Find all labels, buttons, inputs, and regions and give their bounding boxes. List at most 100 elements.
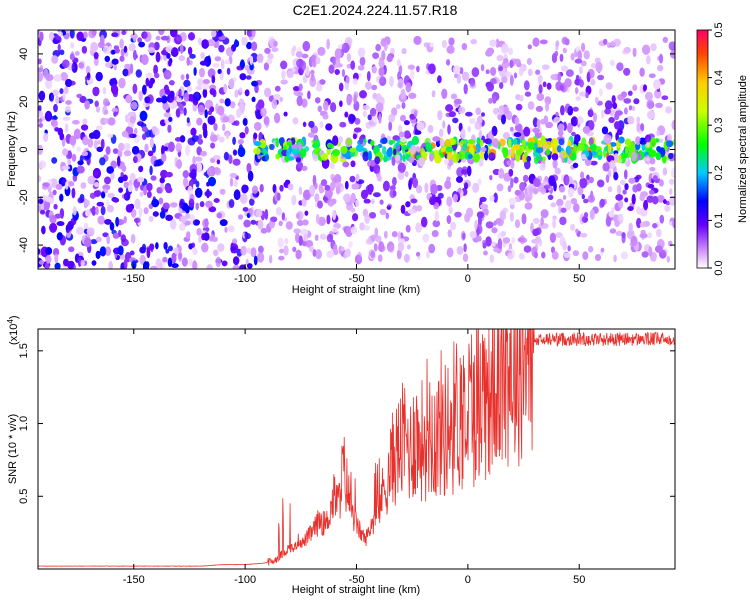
heatmap-cell (648, 73, 656, 78)
heatmap-cell (317, 200, 323, 209)
heatmap-cell (601, 109, 605, 119)
heatmap-cell (326, 38, 330, 50)
heatmap-cell (523, 80, 530, 91)
heatmap-cell (293, 228, 302, 234)
heatmap-cell (132, 83, 138, 94)
heatmap-cell (533, 217, 540, 225)
heatmap-cell (82, 136, 89, 146)
heatmap-cell (369, 212, 376, 219)
heatmap-cell (575, 228, 579, 234)
heatmap-cell (613, 172, 619, 181)
heatmap-cell (186, 231, 191, 240)
heatmap-cell (412, 136, 419, 145)
heatmap-cell (169, 80, 175, 86)
heatmap-cell (532, 187, 539, 195)
heatmap-cell (588, 120, 595, 131)
heatmap-cell (444, 180, 452, 190)
heatmap-cell (501, 43, 509, 54)
heatmap-cell (339, 100, 343, 107)
heatmap-cell (38, 160, 47, 169)
heatmap-cell (296, 51, 303, 58)
heatmap-cell (221, 260, 228, 267)
heatmap-cell (373, 164, 381, 174)
heatmap-cell (183, 177, 189, 188)
heatmap-cell (231, 44, 236, 52)
heatmap-cell (264, 87, 271, 98)
heatmap-cell (64, 123, 69, 133)
heatmap-cell (544, 176, 549, 183)
heatmap-cell (345, 76, 350, 84)
heatmap-cell (45, 197, 53, 203)
heatmap-cell (62, 59, 70, 68)
heatmap-cell (434, 210, 439, 222)
heatmap-cell (159, 262, 163, 269)
heatmap-cell (647, 232, 652, 239)
heatmap-cell (378, 59, 385, 68)
heatmap-cell (137, 176, 145, 183)
heatmap-cell (391, 231, 398, 238)
heatmap-cell (352, 213, 359, 222)
heatmap-cell (571, 131, 576, 137)
heatmap-cell (501, 114, 506, 125)
heatmap-cell (519, 95, 524, 102)
heatmap-cell (432, 219, 441, 228)
heatmap-cell (251, 80, 259, 87)
heatmap-cell (222, 116, 230, 123)
heatmap-cell (190, 168, 197, 180)
heatmap-cell (264, 153, 269, 161)
heatmap-cell (628, 144, 636, 153)
heatmap-cell (257, 252, 265, 263)
heatmap-cell (43, 132, 48, 142)
heatmap-cell (296, 95, 303, 107)
heatmap-cell (142, 133, 147, 140)
heatmap-cell (239, 73, 247, 81)
heatmap-cell (496, 183, 504, 192)
heatmap-cell (87, 138, 94, 148)
heatmap-cell (82, 118, 88, 125)
heatmap-cell (195, 202, 199, 210)
heatmap-cell (400, 88, 406, 100)
heatmap-cell (53, 103, 58, 113)
heatmap-cell (326, 214, 331, 225)
heatmap-cell (184, 205, 190, 214)
heatmap-cell (323, 196, 328, 201)
heatmap-cell (315, 57, 321, 65)
heatmap-cell (207, 39, 216, 46)
heatmap-cell (372, 52, 379, 59)
heatmap-cell (154, 72, 160, 79)
heatmap-cell (168, 141, 175, 152)
heatmap-cell (624, 169, 628, 180)
heatmap-cell (331, 227, 338, 234)
heatmap-cell (134, 198, 141, 210)
heatmap-cell (537, 139, 541, 149)
heatmap-cell (446, 45, 455, 54)
heatmap-cell (264, 209, 269, 220)
heatmap-cell (103, 98, 109, 107)
heatmap-cell (302, 41, 310, 52)
heatmap-cell (588, 176, 594, 184)
heatmap-cell (636, 206, 641, 215)
heatmap-cell (167, 93, 175, 103)
heatmap-cell (527, 137, 536, 144)
heatmap-cell (402, 154, 406, 162)
heatmap-cell (583, 50, 590, 60)
heatmap-cell (636, 183, 642, 192)
heatmap-cell (572, 250, 580, 257)
heatmap-cell (509, 59, 514, 68)
heatmap-cell (429, 196, 437, 206)
heatmap-cell (186, 56, 190, 66)
heatmap-cell (492, 241, 496, 247)
heatmap-cell (258, 245, 264, 254)
heatmap-cell (123, 216, 127, 224)
heatmap-cell (310, 73, 315, 82)
heatmap-cell (152, 211, 159, 217)
heatmap-cell (416, 251, 420, 257)
heatmap-cell (568, 186, 574, 198)
heatmap-cell (624, 197, 629, 203)
heatmap-cell (541, 223, 549, 229)
heatmap-cell (59, 88, 64, 95)
heatmap-cell (429, 153, 434, 162)
heatmap-cell (551, 53, 558, 63)
heatmap-cell (278, 137, 283, 144)
heatmap-cell (359, 222, 365, 231)
